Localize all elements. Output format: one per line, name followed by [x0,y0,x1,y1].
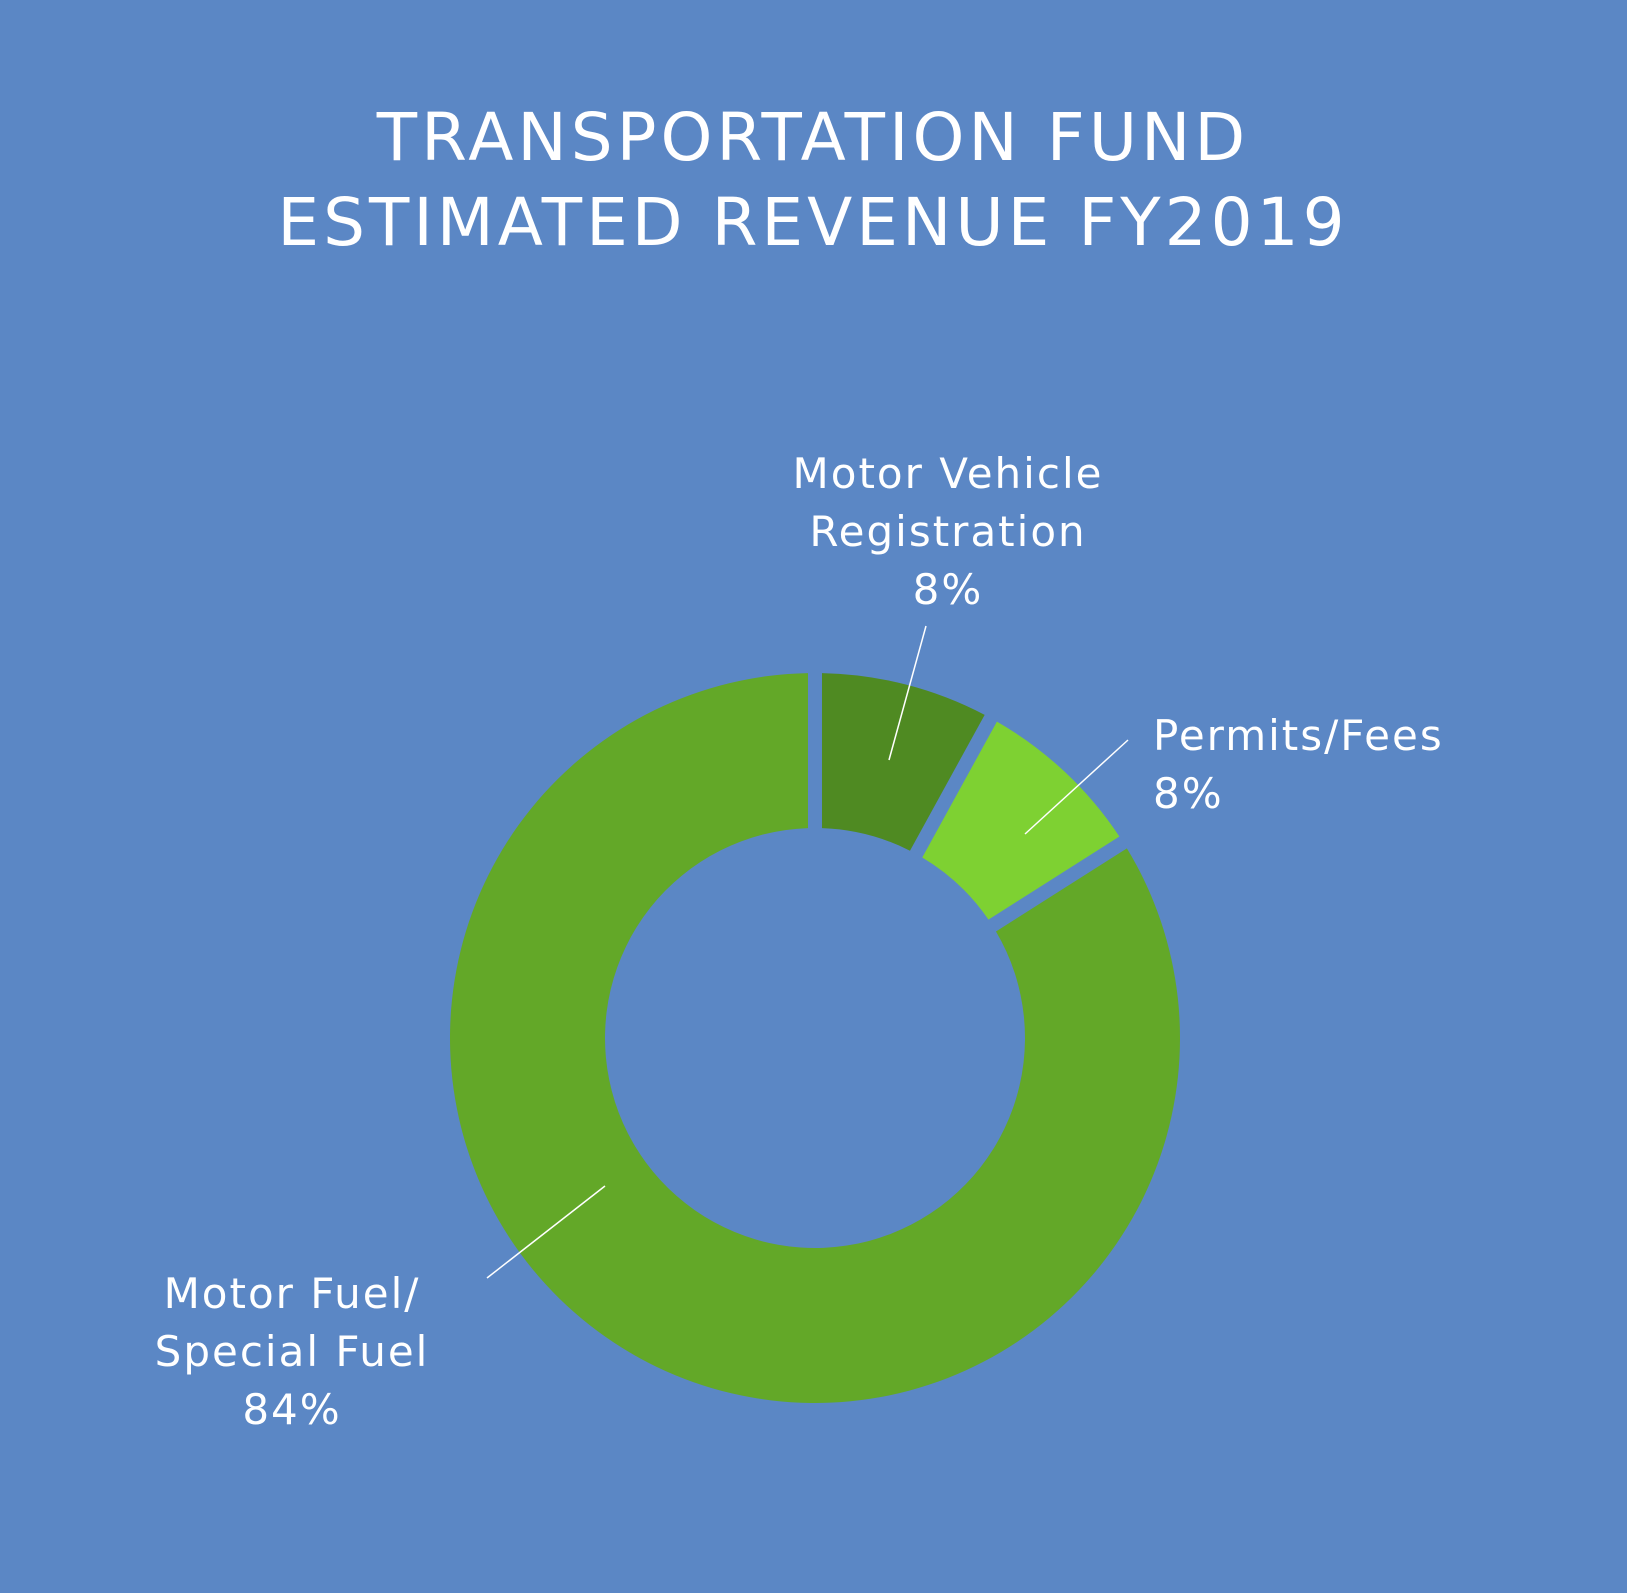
data-label-permits-fees-line-2: 8% [1153,769,1224,818]
leader-line-motor-vehicle-registration [888,625,927,761]
slice-motor-vehicle-registration [821,673,985,851]
slice-motor-fuel-special-fuel [449,673,1180,1403]
data-label-motor-vehicle-registration-line-1: Motor Vehicle [793,449,1104,498]
leader-lines [486,625,1129,1279]
chart-title-line-2: ESTIMATED REVENUE FY2019 [277,184,1348,261]
leader-line-motor-fuel-special-fuel [486,1185,606,1279]
data-label-motor-fuel-special-fuel-line-2: Special Fuel [155,1327,430,1376]
donut-slices [449,673,1180,1403]
data-label-permits-fees-line-1: Permits/Fees [1153,711,1444,760]
data-label-motor-fuel-special-fuel-line-1: Motor Fuel/ [164,1269,421,1318]
data-label-motor-fuel-special-fuel-line-3: 84% [242,1385,341,1434]
data-label-motor-vehicle-registration-line-3: 8% [913,565,984,614]
data-labels: Motor Vehicle Registration 8% Permits/Fees 8… [155,449,1444,1434]
leader-line-permits-fees [1024,739,1129,835]
chart-title-line-1: TRANSPORTATION FUND [376,99,1249,176]
data-label-motor-vehicle-registration-line-2: Registration [809,507,1086,556]
slice-permits-fees [922,721,1120,920]
